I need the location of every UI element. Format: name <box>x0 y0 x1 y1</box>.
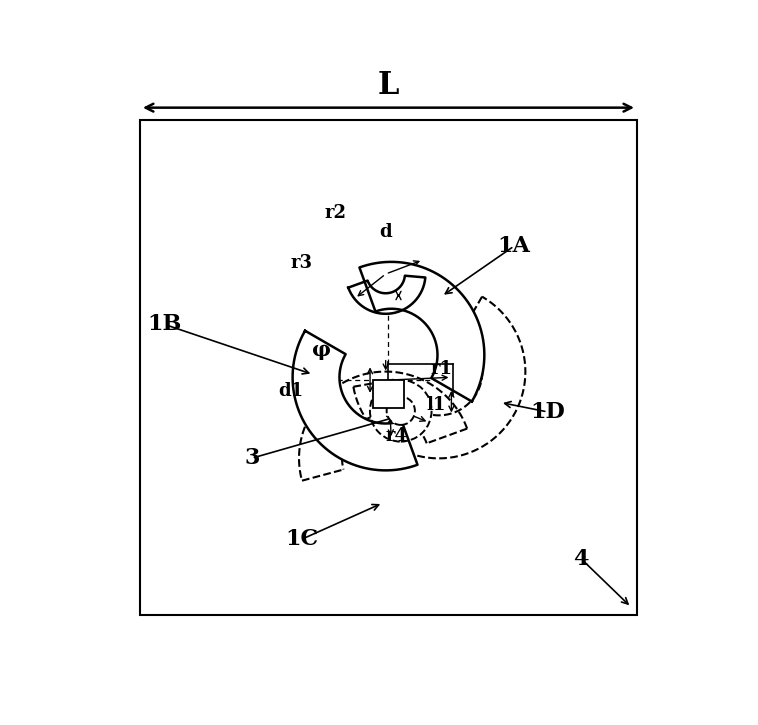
Text: d: d <box>379 223 392 241</box>
Text: r1: r1 <box>431 360 453 378</box>
Text: 1B: 1B <box>147 313 181 335</box>
Text: 4: 4 <box>573 547 589 570</box>
Text: 3: 3 <box>244 447 259 469</box>
Text: 1D: 1D <box>530 401 565 423</box>
Bar <box>140 120 637 615</box>
Circle shape <box>387 397 415 425</box>
Text: r2: r2 <box>324 204 346 222</box>
Text: d1: d1 <box>278 382 303 400</box>
Text: r4: r4 <box>386 427 408 445</box>
Polygon shape <box>359 262 484 402</box>
Circle shape <box>370 380 431 442</box>
Text: 1C: 1C <box>285 529 318 550</box>
Text: φ: φ <box>312 341 331 360</box>
Polygon shape <box>348 276 425 314</box>
Polygon shape <box>293 331 418 471</box>
Text: r3: r3 <box>291 254 313 272</box>
Text: L: L <box>377 70 399 101</box>
Bar <box>373 380 404 408</box>
Text: l1: l1 <box>426 396 446 414</box>
Text: 1A: 1A <box>498 235 531 257</box>
